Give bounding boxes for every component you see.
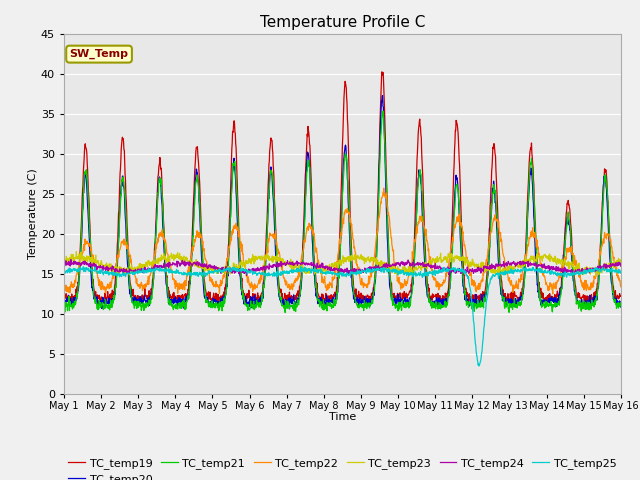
Line: TC_temp21: TC_temp21	[64, 111, 621, 312]
TC_temp24	[280, 262, 287, 267]
TC_temp23	[184, 257, 191, 263]
TC_temp21	[379, 108, 387, 114]
Text: SW_Temp: SW_Temp	[70, 49, 129, 59]
TC_temp20	[520, 279, 528, 285]
TC_temp25	[183, 270, 191, 276]
TC_temp22	[278, 267, 286, 273]
TC_temp25	[60, 272, 68, 277]
Line: TC_temp25: TC_temp25	[64, 266, 621, 366]
TC_temp21	[292, 302, 300, 308]
TC_temp20	[292, 300, 300, 305]
TC_temp22	[292, 276, 300, 281]
Line: TC_temp20: TC_temp20	[64, 96, 621, 309]
TC_temp23	[72, 249, 80, 254]
TC_temp21	[520, 282, 528, 288]
TC_temp22	[549, 291, 557, 297]
TC_temp21	[282, 310, 289, 315]
TC_temp23	[520, 261, 527, 267]
TC_temp21	[278, 303, 286, 309]
TC_temp23	[617, 262, 625, 267]
TC_temp19	[292, 292, 300, 298]
TC_temp20	[429, 299, 436, 305]
TC_temp22	[428, 266, 436, 272]
TC_temp19	[378, 69, 386, 75]
TC_temp23	[279, 256, 287, 262]
TC_temp24	[293, 258, 301, 264]
TC_temp19	[60, 294, 68, 300]
Line: TC_temp19: TC_temp19	[64, 72, 621, 304]
TC_temp25	[617, 270, 625, 276]
TC_temp23	[428, 257, 436, 263]
TC_temp24	[617, 264, 625, 269]
TC_temp20	[617, 304, 625, 310]
TC_temp25	[278, 271, 286, 277]
Legend: TC_temp19, TC_temp20, TC_temp21, TC_temp22, TC_temp23, TC_temp24, TC_temp25: TC_temp19, TC_temp20, TC_temp21, TC_temp…	[64, 453, 621, 480]
TC_temp23	[60, 258, 68, 264]
TC_temp19	[278, 295, 286, 300]
TC_temp24	[243, 273, 250, 278]
TC_temp22	[183, 274, 191, 279]
TC_temp24	[184, 261, 191, 266]
TC_temp19	[470, 301, 478, 307]
TC_temp21	[60, 304, 68, 310]
TC_temp25	[428, 269, 436, 275]
TC_temp25	[292, 267, 300, 273]
TC_temp24	[60, 261, 68, 266]
TC_temp19	[617, 293, 625, 299]
TC_temp25	[568, 273, 576, 278]
TC_temp24	[429, 263, 436, 269]
Title: Temperature Profile C: Temperature Profile C	[260, 15, 425, 30]
TC_temp20	[278, 299, 286, 304]
TC_temp22	[568, 252, 576, 258]
TC_temp25	[520, 265, 528, 271]
TC_temp22	[617, 284, 625, 289]
TC_temp24	[67, 257, 75, 263]
TC_temp20	[568, 261, 576, 267]
Line: TC_temp23: TC_temp23	[64, 252, 621, 276]
TC_temp20	[379, 93, 387, 98]
TC_temp23	[292, 261, 300, 266]
TC_temp22	[60, 289, 68, 295]
TC_temp21	[568, 248, 576, 254]
TC_temp21	[429, 303, 436, 309]
Line: TC_temp22: TC_temp22	[64, 188, 621, 294]
TC_temp24	[520, 259, 528, 265]
TC_temp20	[183, 294, 191, 300]
TC_temp19	[568, 244, 576, 250]
TC_temp19	[183, 291, 191, 297]
TC_temp20	[60, 296, 68, 301]
Y-axis label: Temperature (C): Temperature (C)	[28, 168, 38, 259]
TC_temp22	[380, 185, 388, 191]
TC_temp19	[520, 271, 528, 277]
TC_temp25	[297, 264, 305, 269]
TC_temp20	[285, 306, 293, 312]
TC_temp25	[475, 363, 483, 369]
TC_temp22	[520, 261, 527, 267]
TC_temp21	[183, 299, 191, 305]
Line: TC_temp24: TC_temp24	[64, 260, 621, 276]
X-axis label: Time: Time	[329, 412, 356, 422]
TC_temp23	[568, 259, 575, 265]
TC_temp23	[592, 274, 600, 279]
TC_temp21	[617, 300, 625, 306]
TC_temp24	[568, 267, 576, 273]
TC_temp19	[428, 298, 436, 303]
